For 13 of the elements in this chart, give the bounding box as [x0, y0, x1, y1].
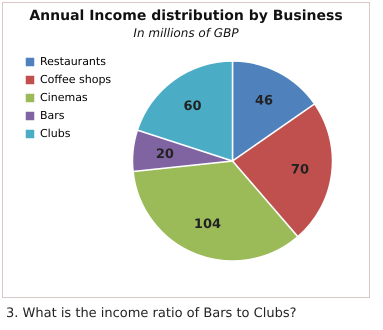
- data-label: 70: [290, 162, 310, 178]
- legend-label: Coffee shops: [40, 73, 112, 86]
- data-label: 60: [183, 98, 202, 114]
- legend-label: Restaurants: [40, 55, 106, 68]
- legend-label: Cinemas: [40, 91, 88, 104]
- data-label: 46: [254, 94, 274, 109]
- data-label: 104: [194, 217, 222, 232]
- legend-label: Bars: [40, 109, 65, 122]
- chart-title: Annual Income distribution by Business: [28, 8, 344, 24]
- data-label: 20: [156, 146, 174, 162]
- chart-subtitle: In millions of GBP: [132, 26, 240, 40]
- legend-label: Clubs: [40, 127, 71, 140]
- text: 3. What is the income ratio of Bars to Clubs?: [6, 306, 296, 321]
